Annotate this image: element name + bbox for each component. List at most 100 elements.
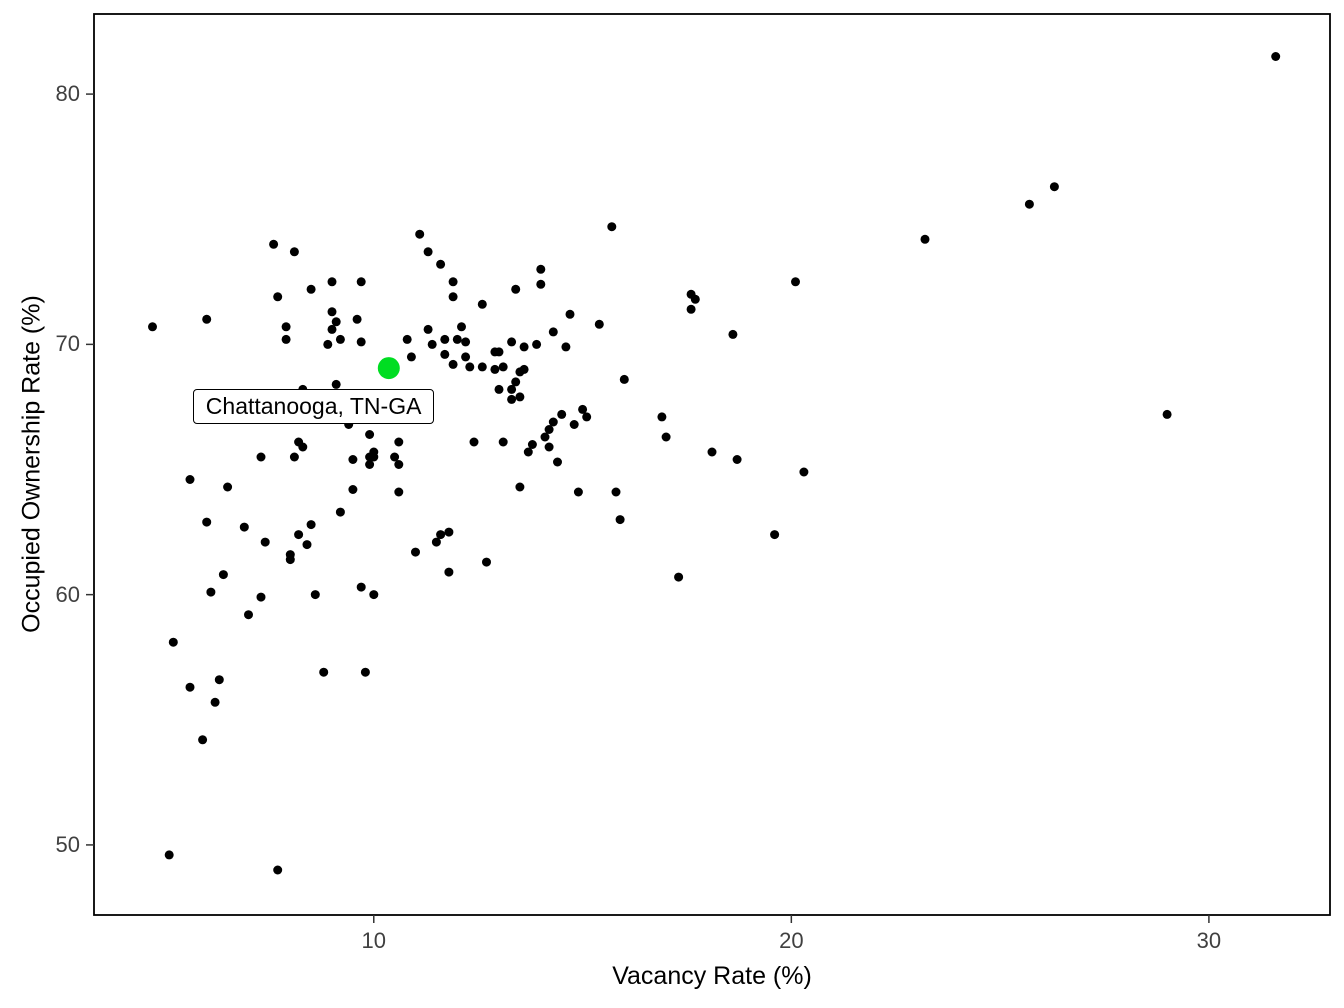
data-point [507,394,517,404]
data-point [327,324,337,334]
data-point [619,374,629,384]
data-point [285,555,295,565]
data-point [302,540,312,550]
data-point [185,475,195,484]
data-point [331,317,341,327]
data-point [294,530,304,540]
data-point [273,865,283,875]
data-point [578,404,588,414]
x-axis-title: Vacancy Rate (%) [612,962,812,990]
data-point [427,339,437,349]
data-point [548,417,558,427]
data-point [185,682,195,692]
data-point [548,327,558,337]
data-point [799,467,809,477]
y-tick-label: 70 [55,331,80,357]
data-point [661,432,671,442]
data-point [436,259,446,269]
data-point [519,342,529,352]
data-point [356,337,366,347]
data-point [448,277,458,287]
data-point [411,547,420,557]
data-point [920,234,930,244]
data-point [390,452,400,462]
data-point [544,442,554,452]
data-point [573,487,583,497]
data-point [244,610,253,620]
data-point [544,425,554,434]
data-point [1024,199,1034,209]
data-point [657,412,667,422]
y-tick-label: 60 [55,581,80,607]
data-point [728,329,738,339]
data-point [348,485,358,494]
data-point [611,487,621,497]
data-point [394,487,404,497]
data-point [523,447,533,457]
data-point [223,482,233,492]
data-point [707,447,717,457]
data-point [306,520,316,530]
data-point [444,567,454,577]
data-point [461,352,471,362]
data-point [168,637,178,647]
data-point [490,364,500,374]
data-point [465,362,475,372]
data-point [256,592,266,602]
data-point [498,437,508,447]
data-point [365,460,375,469]
data-point [348,455,358,464]
data-point [218,570,228,580]
data-point [335,334,345,344]
data-point [553,457,562,467]
data-point [477,362,487,372]
data-point [448,292,458,302]
data-point [507,337,517,347]
y-tick-label: 50 [55,831,80,857]
data-point [686,304,696,314]
data-point [674,572,684,582]
data-point [498,362,508,372]
data-point [1162,409,1172,419]
data-point [440,334,450,344]
data-point [423,247,433,257]
data-point [561,342,571,352]
data-point [494,347,504,357]
data-point [444,527,454,537]
data-point [557,409,567,419]
data-point [565,309,575,319]
data-point [356,277,366,287]
data-point [319,667,329,677]
x-tick-label: 10 [361,928,386,953]
data-point [289,452,299,462]
data-point [148,322,157,332]
y-axis-title: Occupied Ownership Rate (%) [17,295,46,633]
data-point [732,455,742,464]
data-point [256,452,266,462]
data-point [365,430,375,439]
data-point [406,352,416,362]
data-point [536,264,546,274]
data-point [791,277,800,287]
data-point [310,590,320,600]
data-point [298,442,308,452]
data-point [1271,52,1281,61]
y-tick-label: 80 [55,81,80,107]
x-tick-label: 30 [1196,928,1222,953]
data-point [206,587,216,597]
data-point [511,284,521,294]
data-point [269,239,279,249]
data-point [327,277,337,287]
data-point [210,697,220,707]
data-point [515,392,525,402]
data-point [507,384,517,394]
data-point [615,515,625,525]
data-point [369,590,379,600]
data-point [164,850,174,860]
data-point [569,420,579,429]
data-point [281,322,291,332]
data-point [436,530,446,540]
data-point [323,339,333,349]
